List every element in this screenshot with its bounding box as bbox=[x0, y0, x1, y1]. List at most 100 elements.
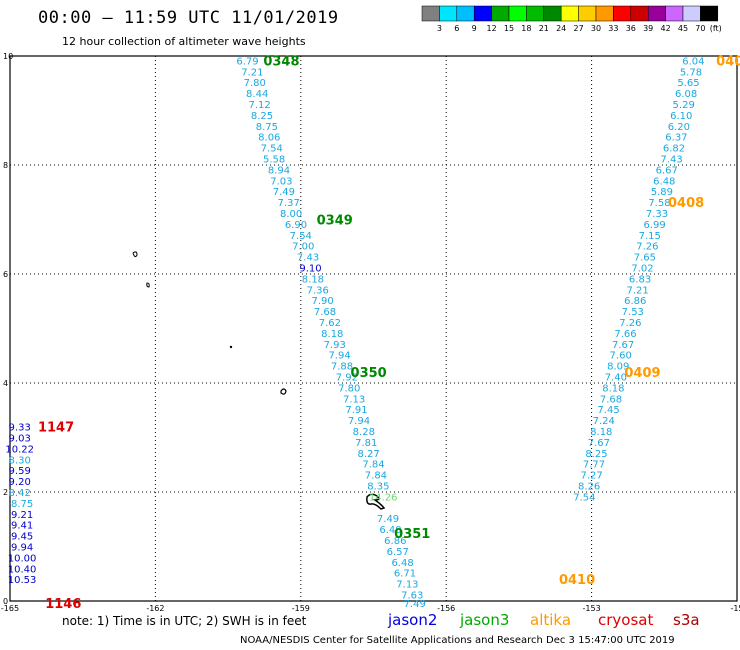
wave-height-label: 7.90 bbox=[311, 296, 333, 307]
y-tick-label: 2 bbox=[3, 488, 8, 497]
wave-height-label: 8.35 bbox=[367, 481, 389, 492]
wave-height-label: 6.83 bbox=[629, 274, 651, 285]
colorbar-swatch bbox=[647, 5, 666, 22]
wave-height-label: 9.41 bbox=[11, 521, 33, 532]
colorbar-swatch bbox=[543, 5, 562, 22]
wave-height-label: 8.09 bbox=[607, 362, 629, 373]
legend-jason2: jason2 bbox=[387, 611, 437, 629]
colorbar-swatch bbox=[613, 5, 632, 22]
wave-height-label: 9.33 bbox=[9, 423, 31, 434]
wave-height-label: 5.65 bbox=[677, 78, 699, 89]
colorbar-tick-label: 12 bbox=[487, 24, 497, 33]
wave-height-label: 7.92 bbox=[336, 372, 358, 383]
colorbar-swatch bbox=[560, 5, 579, 22]
wave-height-label: 6.79 bbox=[236, 56, 258, 67]
wave-height-label: 7.68 bbox=[314, 307, 336, 318]
colorbar-tick-label: 33 bbox=[608, 24, 618, 33]
track-cryosat: 9.339.0310.228.309.599.208.428.759.219.4… bbox=[5, 421, 81, 613]
grid-lines bbox=[10, 56, 737, 601]
wave-height-label: 9.20 bbox=[9, 477, 31, 488]
satellite-tracks: 6.797.217.808.447.128.258.758.067.545.58… bbox=[5, 54, 740, 612]
wave-height-label: 8.06 bbox=[258, 133, 280, 144]
wave-height-label: 7.88 bbox=[331, 362, 353, 373]
island-outline bbox=[146, 282, 150, 288]
pass-time-label: 0408 bbox=[668, 196, 704, 211]
track-jason3: 6.797.217.808.447.128.258.758.067.545.58… bbox=[236, 54, 430, 610]
colorbar-tick-label: 36 bbox=[626, 24, 636, 33]
wave-height-label: 8.18 bbox=[602, 383, 624, 394]
pass-time-label: 1147 bbox=[38, 421, 74, 436]
pass-time-label: 0349 bbox=[317, 214, 353, 229]
wave-height-label: 6.48 bbox=[391, 558, 413, 569]
y-tick-label: 10 bbox=[3, 52, 13, 61]
x-tick-label: -162 bbox=[146, 604, 164, 613]
plot-border bbox=[9, 55, 738, 602]
pass-time-label: 0348 bbox=[263, 54, 299, 69]
wave-height-label: 9.45 bbox=[11, 532, 33, 543]
wave-height-label: 5.29 bbox=[673, 100, 695, 111]
legend-s3a: s3a bbox=[673, 611, 700, 629]
wave-height-label: 7.67 bbox=[588, 438, 610, 449]
island-outlines bbox=[132, 251, 386, 510]
wave-height-label: 7.54 bbox=[290, 231, 312, 242]
colorbar-tick-label: 27 bbox=[574, 24, 584, 33]
wave-height-label: 6.99 bbox=[643, 220, 665, 231]
wave-height-label: 9.10 bbox=[299, 263, 321, 274]
wave-height-label: 7.49 bbox=[404, 599, 426, 610]
wave-height-label: 5.78 bbox=[680, 67, 702, 78]
colorbar-tick-label: 45 bbox=[678, 24, 688, 33]
colorbar-unit: (ft) bbox=[710, 24, 722, 33]
wave-height-label: 7.81 bbox=[355, 438, 377, 449]
wave-height-label: 7.60 bbox=[610, 351, 632, 362]
wave-height-label: 8.75 bbox=[256, 122, 278, 133]
wave-height-label: 8.18 bbox=[321, 329, 343, 340]
page-subtitle: 12 hour collection of altimeter wave hei… bbox=[62, 35, 306, 48]
island-outline bbox=[366, 493, 386, 510]
wave-height-label: 7.15 bbox=[639, 231, 661, 242]
legend-cryosat: cryosat bbox=[598, 611, 653, 629]
x-tick-label: -156 bbox=[437, 604, 455, 613]
colorbar-swatch bbox=[526, 5, 545, 22]
footer-credit: NOAA/NESDIS Center for Satellite Applica… bbox=[240, 635, 675, 646]
wave-height-label: 8.75 bbox=[11, 499, 33, 510]
wave-height-label: 9.59 bbox=[9, 466, 31, 477]
wave-height-label: 7.53 bbox=[622, 307, 644, 318]
wave-height-label: 7.80 bbox=[244, 78, 266, 89]
colorbar-swatch bbox=[439, 5, 458, 22]
wave-height-label: 8.94 bbox=[268, 165, 290, 176]
pass-time-label: 0410 bbox=[559, 573, 595, 588]
pass-time-label: 0350 bbox=[351, 366, 387, 381]
wave-height-label: 8.44 bbox=[246, 89, 268, 100]
y-tick-label: 4 bbox=[3, 379, 8, 388]
wave-height-label: 8.27 bbox=[358, 449, 380, 460]
colorbar-tick-label: 6 bbox=[454, 24, 459, 33]
colorbar-tick-label: 30 bbox=[591, 24, 601, 33]
colorbar-swatch bbox=[421, 5, 440, 22]
wave-height-label: 7.26 bbox=[619, 318, 641, 329]
wave-height-label: 10.00 bbox=[8, 553, 37, 564]
wave-height-label: 6.86 bbox=[384, 536, 406, 547]
plot-frame bbox=[9, 55, 738, 602]
wave-height-label: 7.43 bbox=[297, 253, 319, 264]
wave-height-label: 6.04 bbox=[682, 56, 704, 67]
colorbar-swatch bbox=[665, 5, 684, 22]
colorbar-tick-label: 70 bbox=[695, 24, 705, 33]
wave-height-label: 7.91 bbox=[345, 405, 367, 416]
colorbar-swatch bbox=[456, 5, 475, 22]
wave-height-label: 6.67 bbox=[656, 165, 678, 176]
wave-height-label: 7.40 bbox=[605, 372, 627, 383]
bottom-legend: note: 1) Time is in UTC; 2) SWH is in fe… bbox=[62, 611, 700, 629]
pass-time-label: 040 bbox=[716, 54, 740, 69]
x-tick-label: -159 bbox=[292, 604, 310, 613]
wave-height-label: 9.94 bbox=[11, 543, 33, 554]
wave-height-label: 7.02 bbox=[631, 263, 653, 274]
colorbar-tick-label: 39 bbox=[643, 24, 653, 33]
colorbar-tick-label: 42 bbox=[661, 24, 671, 33]
y-axis-ticks: 0 2 4 6 8 10 bbox=[3, 52, 13, 606]
colorbar-swatch bbox=[473, 5, 492, 22]
wave-height-label: 7.49 bbox=[273, 187, 295, 198]
wave-height-label: 9.21 bbox=[11, 510, 33, 521]
y-tick-label: 6 bbox=[3, 270, 8, 279]
wave-height-label: 7.43 bbox=[660, 154, 682, 165]
wave-height-label: 8.25 bbox=[251, 111, 273, 122]
